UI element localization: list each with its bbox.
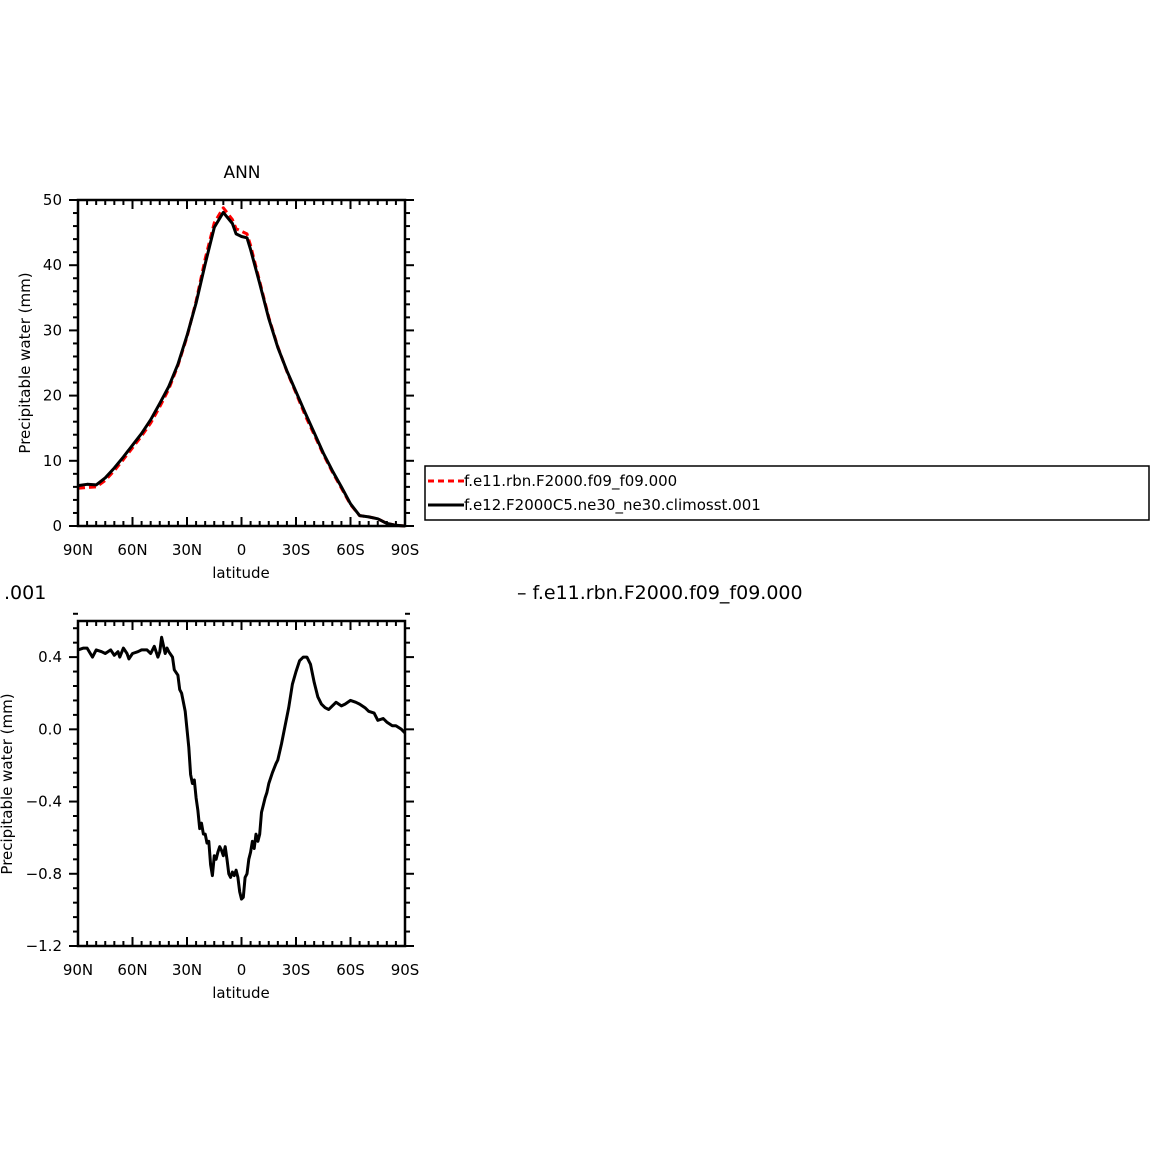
x-tick-label: 60N bbox=[117, 541, 147, 559]
y-tick-label: −1.2 bbox=[26, 937, 62, 955]
bottom-panel-title-fragment: .001 bbox=[4, 582, 46, 604]
x-tick-label: 0 bbox=[237, 961, 247, 979]
series-line-1 bbox=[77, 635, 407, 901]
x-tick-label: 60N bbox=[117, 961, 147, 979]
x-tick-label: 30N bbox=[172, 541, 202, 559]
y-tick-label: 10 bbox=[43, 452, 62, 470]
legend-label-series-1: f.e11.rbn.F2000.f09_f09.000 bbox=[464, 472, 677, 491]
y-tick-label: 20 bbox=[43, 387, 62, 405]
x-tick-label: 30S bbox=[282, 541, 311, 559]
x-tick-label: 30N bbox=[172, 961, 202, 979]
bottom-panel-series bbox=[77, 635, 407, 901]
y-tick-label: 40 bbox=[43, 256, 62, 274]
x-tick-label: 90N bbox=[63, 541, 93, 559]
legend: f.e11.rbn.F2000.f09_f09.000 f.e12.F2000C… bbox=[424, 465, 1150, 521]
top-panel-xlabel: latitude bbox=[212, 564, 270, 582]
x-tick-label: 60S bbox=[336, 541, 365, 559]
x-tick-label: 0 bbox=[237, 541, 247, 559]
y-tick-label: −0.4 bbox=[26, 793, 62, 811]
x-tick-label: 90S bbox=[391, 961, 420, 979]
y-tick-label: 0 bbox=[52, 517, 62, 535]
top-panel: ANN 90N 60N 30N 0 30S 60S 90S 0 10 20 30 40 50 latit… bbox=[16, 163, 419, 582]
y-tick-label: 50 bbox=[43, 191, 62, 209]
series-line-2 bbox=[77, 210, 406, 528]
bottom-panel-title-right-fragment: – f.e11.rbn.F2000.f09_f09.000 bbox=[517, 582, 803, 604]
y-tick-label: 0.4 bbox=[38, 648, 62, 666]
legend-box bbox=[424, 465, 1150, 521]
top-panel-series bbox=[77, 206, 406, 528]
top-panel-title: ANN bbox=[223, 163, 260, 183]
x-tick-label: 90S bbox=[391, 541, 420, 559]
top-panel-ylabel: Precipitable water (mm) bbox=[16, 272, 34, 453]
y-tick-label: 30 bbox=[43, 321, 62, 339]
bottom-panel: .001 – f.e11.rbn.F2000.f09_f09.000 Preci… bbox=[0, 582, 803, 1002]
x-tick-label: 60S bbox=[336, 961, 365, 979]
bottom-panel-xlabel: latitude bbox=[212, 984, 270, 1002]
y-tick-label: −0.8 bbox=[26, 865, 62, 883]
bottom-panel-ticks: 90N 60N 30N 0 30S 60S 90S −1.2 −0.8 −0.4 0.0 0.4 bbox=[26, 612, 420, 979]
y-tick-label: 0.0 bbox=[38, 720, 62, 738]
x-tick-label: 90N bbox=[63, 961, 93, 979]
bottom-panel-ylabel-fragment: Precipitable water (mm) bbox=[0, 693, 16, 874]
series-line-1 bbox=[77, 206, 406, 528]
x-tick-label: 30S bbox=[282, 961, 311, 979]
legend-label-series-2: f.e12.F2000C5.ne30_ne30.climosst.001 bbox=[464, 496, 761, 515]
top-panel-ticks: 90N 60N 30N 0 30S 60S 90S 0 10 20 30 40 50 bbox=[43, 191, 419, 559]
top-panel-frame bbox=[76, 198, 407, 528]
